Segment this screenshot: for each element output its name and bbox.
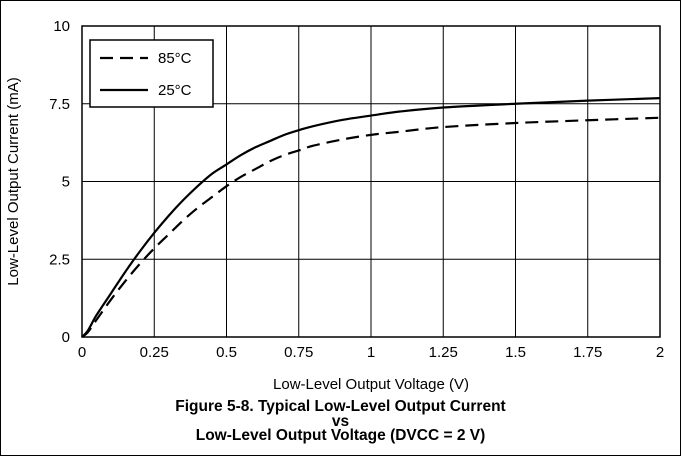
legend: 85°C 25°C xyxy=(89,39,214,108)
x-tick-label: 0.5 xyxy=(216,344,237,361)
figure-caption-line2: vs xyxy=(331,413,350,430)
x-tick-label: 0.25 xyxy=(140,344,169,361)
y-tick-label: 7.5 xyxy=(49,96,70,113)
plot-area-border xyxy=(81,25,661,338)
x-tick-label: 1.5 xyxy=(505,344,526,361)
x-tick-label: 0 xyxy=(78,344,86,361)
y-tick-label: 5 xyxy=(62,174,70,191)
series-line-25c xyxy=(81,97,661,338)
x-tick-label: 2 xyxy=(656,344,664,361)
legend-label-25c: 25°C xyxy=(158,82,192,99)
figure-caption-line1: Figure 5-8. Typical Low-Level Output Cur… xyxy=(175,398,506,415)
series-lines xyxy=(81,97,661,338)
x-tick-label: 1.25 xyxy=(429,344,458,361)
x-axis-label: Low-Level Output Voltage (V) xyxy=(273,376,469,393)
legend-box xyxy=(89,39,214,108)
legend-label-85c: 85°C xyxy=(158,50,192,67)
series-line-85c xyxy=(81,116,661,338)
y-tick-label: 2.5 xyxy=(49,251,70,268)
y-axis-label: Low-Level Output Current (mA) xyxy=(5,77,22,285)
x-tick-label: 1 xyxy=(367,344,375,361)
axis-ticks: 0 0.25 0.5 0.75 1 1.25 1.5 1.75 2 0 2.5 5 7.5 10 xyxy=(49,18,664,361)
figure-caption-line3: Low-Level Output Voltage (DVCC = 2 V) xyxy=(195,427,486,444)
x-tick-label: 1.75 xyxy=(573,344,602,361)
x-tick-label: 0.75 xyxy=(284,344,313,361)
y-tick-label: 10 xyxy=(53,18,70,35)
line-chart: 0 0.25 0.5 0.75 1 1.25 1.5 1.75 2 0 2.5 5 7.5 10 Low-… xyxy=(5,18,664,393)
y-tick-label: 0 xyxy=(62,329,70,346)
